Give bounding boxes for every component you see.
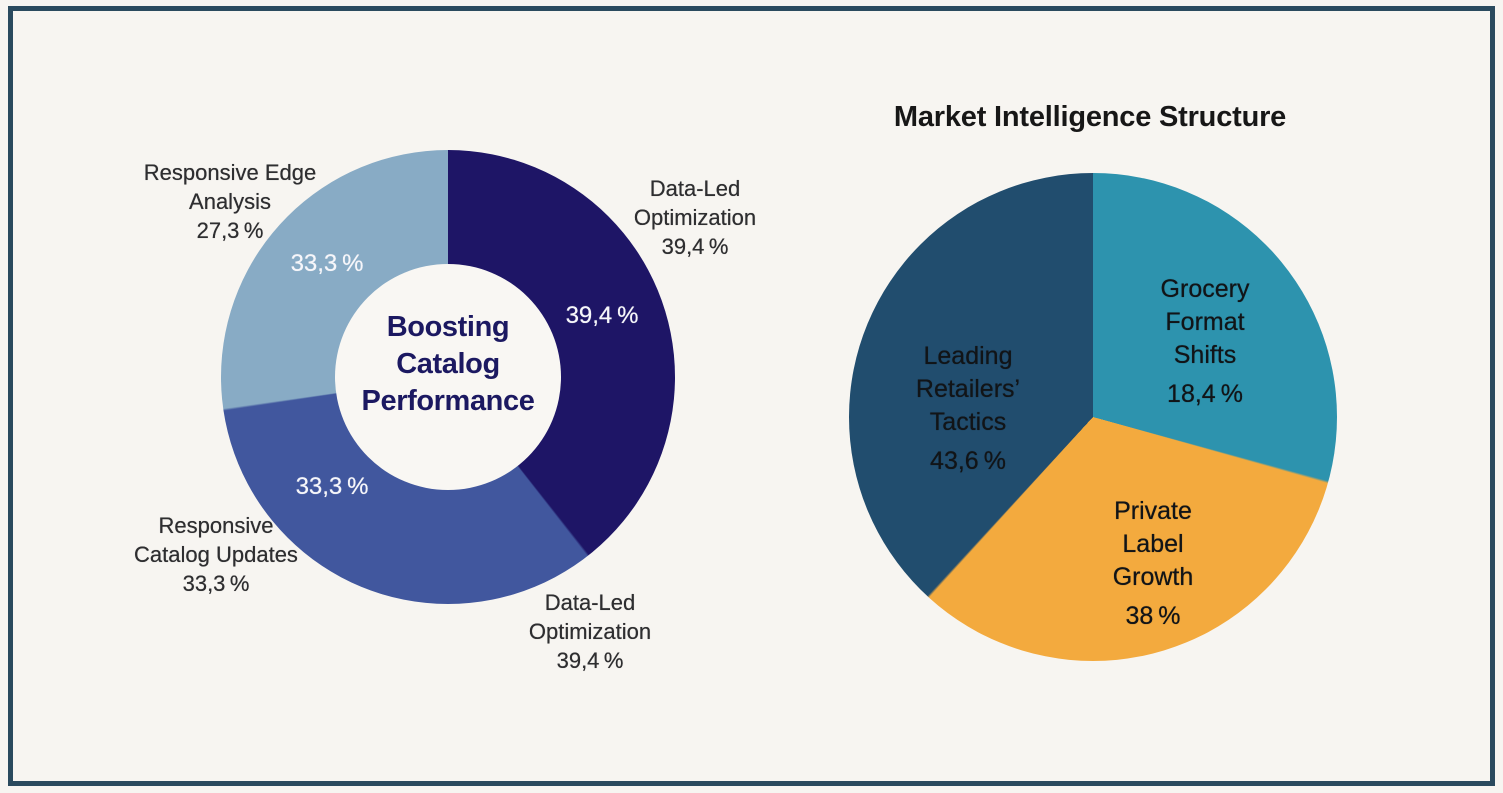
slice-value-label: 33,3 % bbox=[290, 250, 364, 277]
callout-responsive-catalog-updates: Responsive Catalog Updates 33,3 % bbox=[134, 513, 298, 596]
slice-value-label: 33,3 % bbox=[295, 473, 369, 500]
donut-center-title: Boosting Catalog Performance bbox=[288, 309, 608, 420]
donut-hole bbox=[335, 264, 561, 490]
donut-center-title-line: Catalog bbox=[396, 348, 500, 380]
callout-data-led-optimization-top: Data-Led Optimization 39,4 % bbox=[633, 176, 757, 259]
chart-title: Market Intelligence Structure bbox=[893, 101, 1287, 133]
donut-ring bbox=[221, 150, 675, 604]
slice-value-label: 43,6 % bbox=[930, 447, 1006, 475]
slice-value-label: 39,4 % bbox=[565, 302, 639, 329]
donut-center-title-line: Performance bbox=[361, 385, 535, 417]
pie-circle bbox=[849, 173, 1337, 661]
slice-label-leading-retailers-tactics: Leading Retailers’ Tactics 43,6 % bbox=[858, 340, 1078, 478]
slice-value-label: 18,4 % bbox=[1167, 380, 1243, 408]
slice-value-label: 38 % bbox=[1125, 602, 1181, 630]
callout-data-led-optimization-bottom: Data-Led Optimization 39,4 % bbox=[528, 590, 652, 673]
slice-label-grocery-format-shifts: Grocery Format Shifts 18,4 % bbox=[1095, 273, 1315, 411]
slice-label-private-label-growth: Private Label Growth 38 % bbox=[1043, 495, 1263, 633]
donut-center-title-line: Boosting bbox=[386, 311, 510, 343]
callout-responsive-edge-analysis: Responsive Edge Analysis 27,3 % bbox=[143, 160, 317, 243]
